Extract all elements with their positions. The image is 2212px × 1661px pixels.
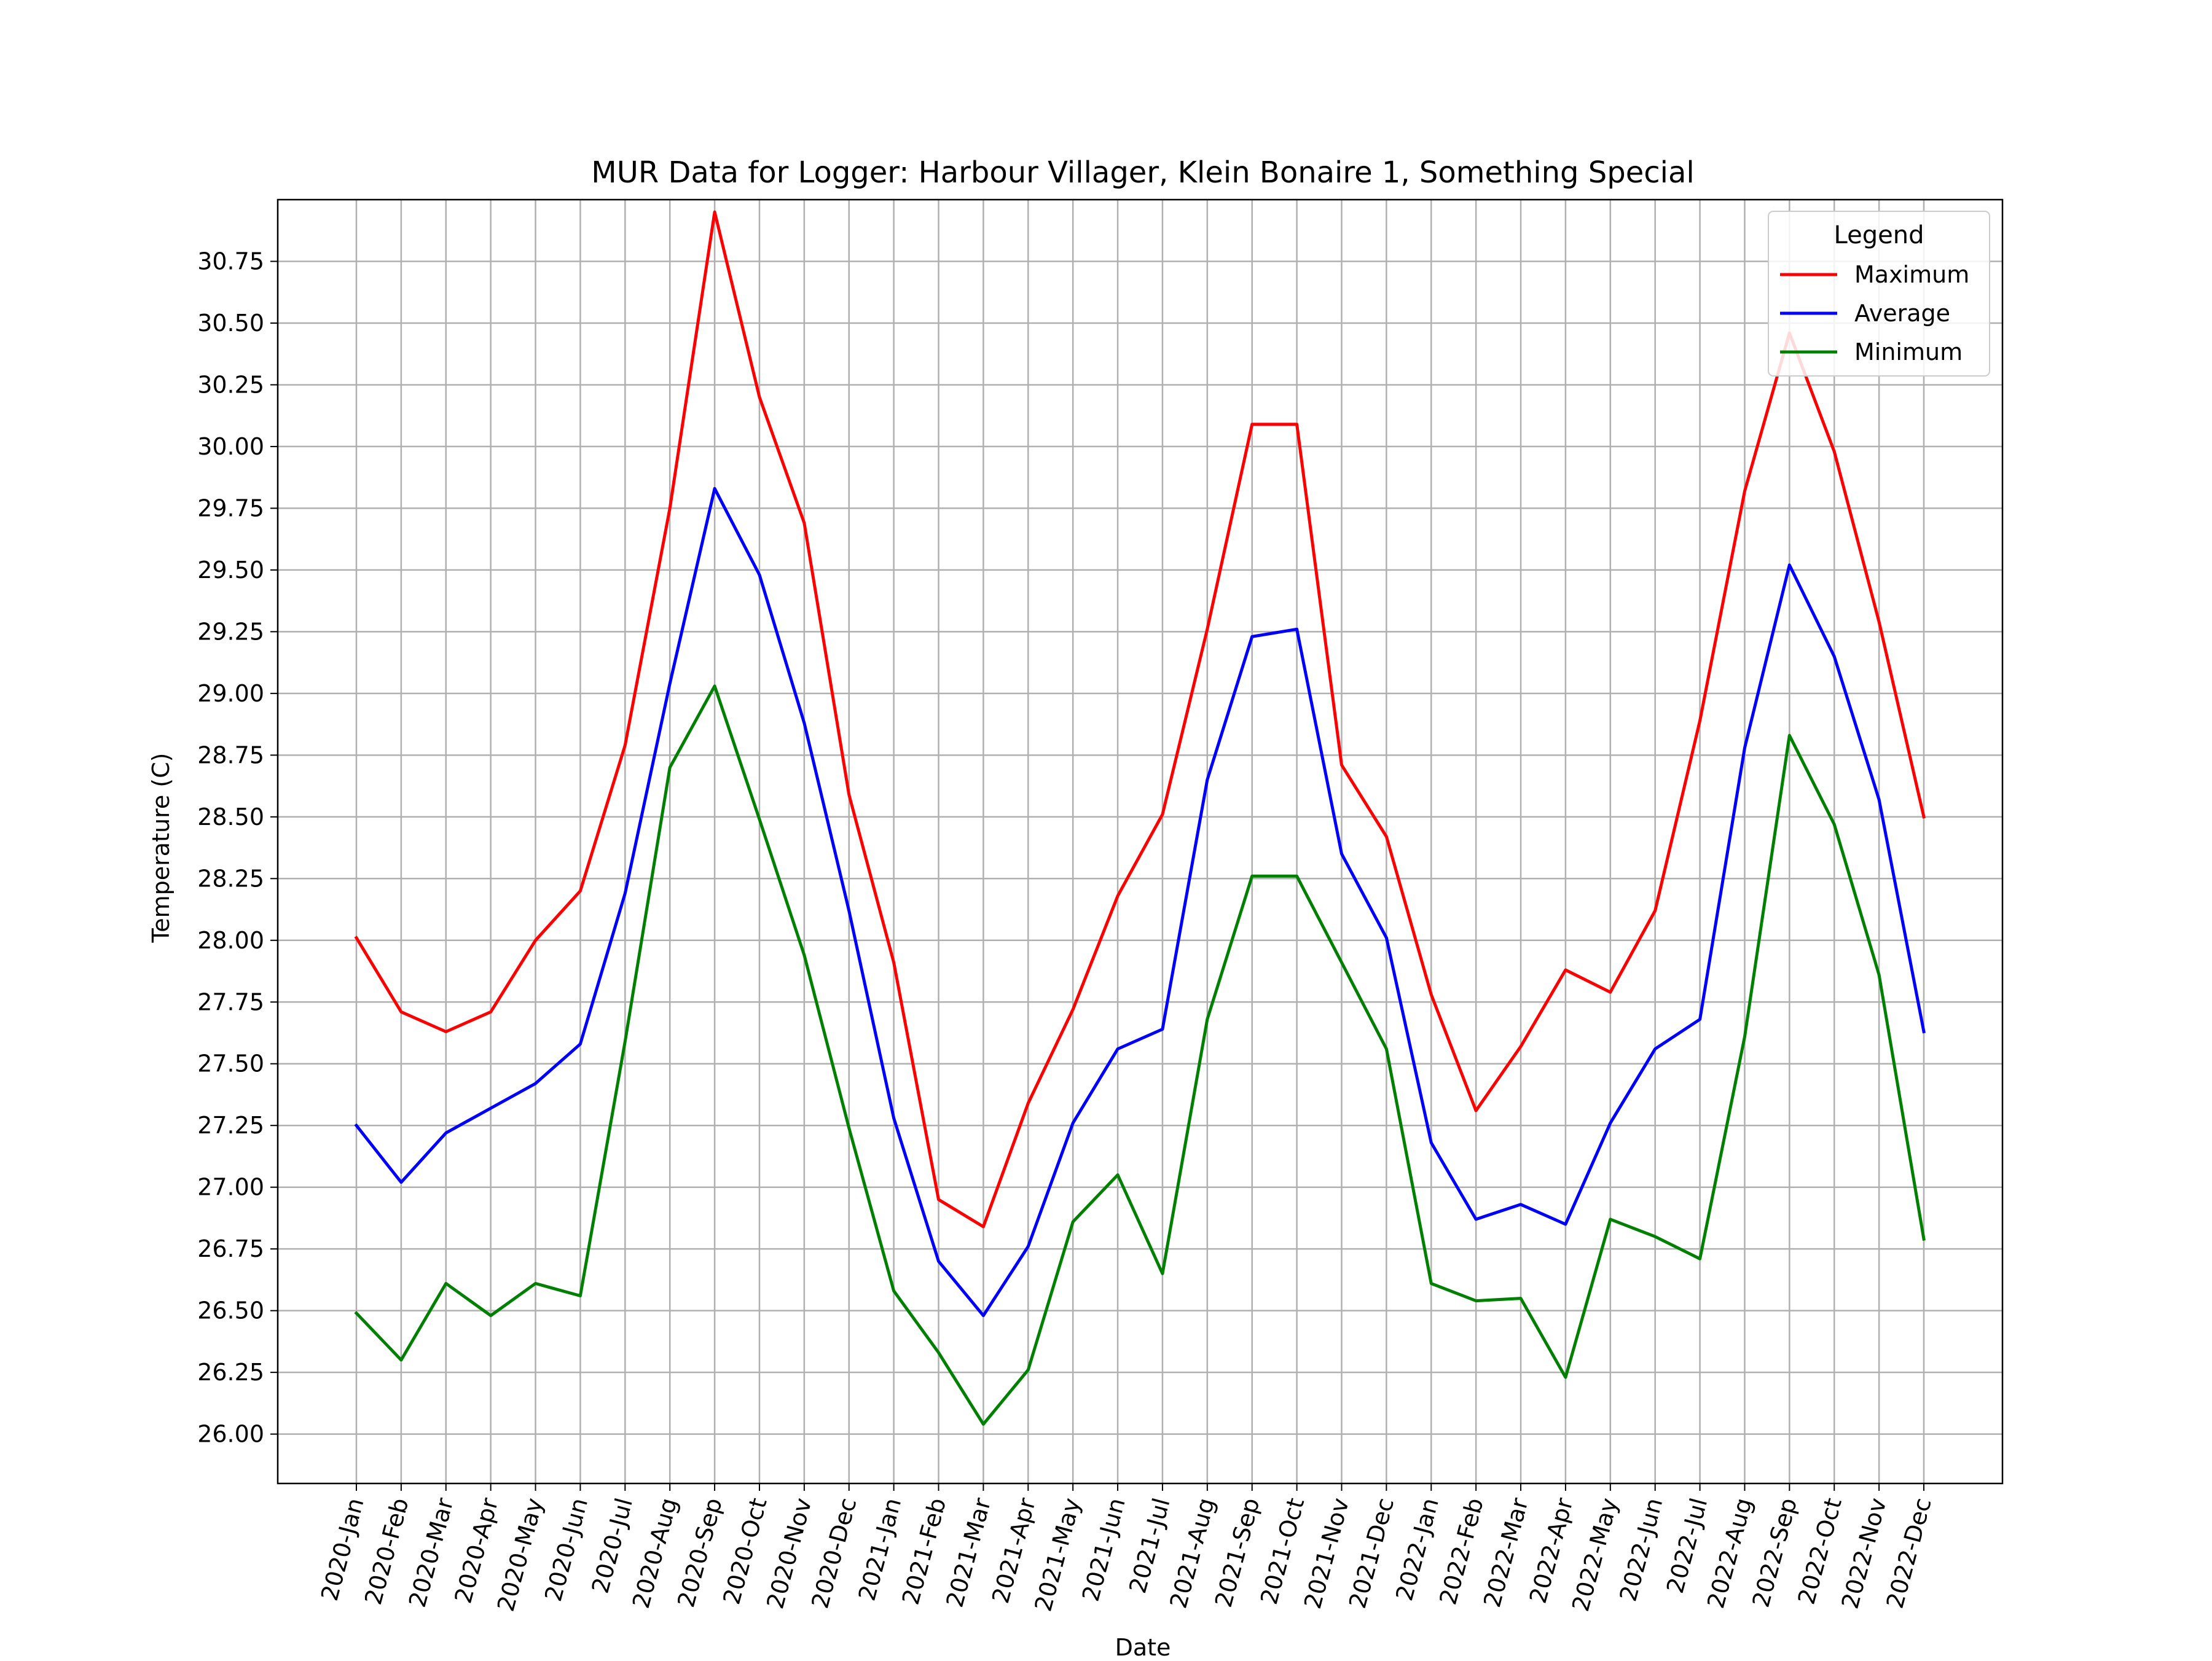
x-axis-label: Date: [1115, 1634, 1171, 1659]
legend-label-minimum: Minimum: [1854, 338, 1963, 365]
y-tick-label: 29.75: [197, 494, 264, 522]
y-tick-label: 30.25: [197, 371, 264, 398]
y-tick-label: 28.50: [197, 803, 264, 830]
y-tick-label: 27.25: [197, 1112, 264, 1139]
y-tick-label: 27.75: [197, 988, 264, 1015]
legend-label-average: Average: [1854, 300, 1950, 327]
series-line-minimum: [354, 684, 1926, 1426]
y-tick-label: 28.75: [197, 741, 264, 768]
y-tick-label: 26.75: [197, 1235, 264, 1262]
y-tick-label: 28.00: [197, 927, 264, 954]
y-tick-label: 28.25: [197, 865, 264, 892]
series-lines: [354, 210, 1926, 1426]
y-tick-label: 26.50: [197, 1297, 264, 1324]
legend-title: Legend: [1834, 221, 1924, 249]
y-tick-label: 29.00: [197, 680, 264, 707]
y-tick-label: 27.50: [197, 1050, 264, 1077]
chart-title: MUR Data for Logger: Harbour Villager, K…: [591, 155, 1694, 190]
legend-entries: Maximum Average Minimum: [1780, 261, 1969, 365]
y-tick-label: 26.00: [197, 1421, 264, 1448]
legend-label-maximum: Maximum: [1854, 261, 1969, 288]
legend-box: [1768, 211, 1990, 377]
y-tick-label: 29.25: [197, 618, 264, 645]
y-tick-label: 30.50: [197, 310, 264, 337]
y-tick-label: 26.25: [197, 1359, 264, 1386]
y-tick-label: 30.75: [197, 248, 264, 275]
plot-frame: [276, 198, 2004, 1485]
series-line-average: [354, 487, 1926, 1318]
series-line-maximum: [354, 210, 1926, 1229]
legend: Legend Maximum Average Minimum: [1768, 211, 1990, 377]
y-axis-label: Temperature (C): [147, 753, 175, 944]
y-tick-label: 30.00: [197, 433, 264, 460]
y-tick-label: 27.00: [197, 1174, 264, 1201]
grid-lines: [278, 200, 2002, 1483]
y-tick-label: 29.50: [197, 557, 264, 584]
